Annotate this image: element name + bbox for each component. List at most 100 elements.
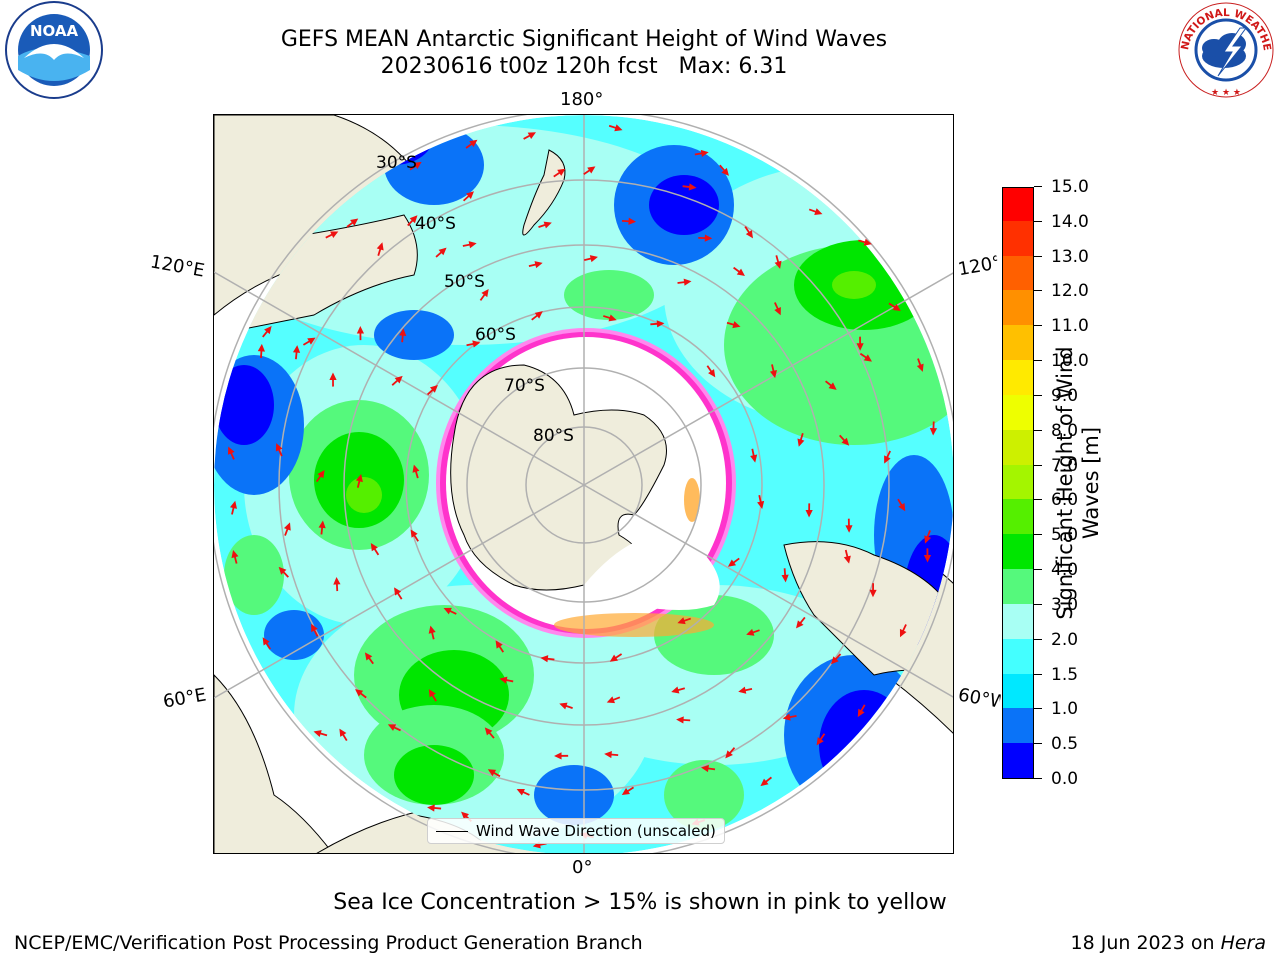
wave-direction-arrowhead [318,520,326,529]
colorbar-tick-label: 1.0 [1051,699,1079,720]
wave-direction-arrowhead [828,382,837,390]
colorbar-tick-label: 9.0 [1051,385,1079,406]
colorbar-tick [1034,360,1042,362]
wave-direction-arrowhead [677,617,686,625]
wave-direction-arrowhead [671,686,680,694]
wave-direction-arrowhead [774,306,781,316]
wave-direction-arrowhead [845,525,853,533]
wave-direction-arrowhead [487,769,497,777]
wave-direction-arrowhead [461,811,469,820]
wave-direction-arrowhead [614,124,623,132]
colorbar-segment [1003,220,1033,256]
footer-date: 18 Jun 2023 on Hera [1071,932,1267,954]
wave-direction-arrowhead [540,655,549,663]
lat-label-70s: 70°S [504,376,545,396]
colorbar-tick-label: 0.0 [1051,769,1079,789]
colorbar-segment [1003,673,1033,709]
lon-label-60w: 60°W [956,684,1002,713]
wave-direction-arrowhead [857,708,865,718]
wave-direction-arrowhead [656,320,665,328]
wave-direction-arrowhead [796,620,804,629]
wave-direction-arrowhead [869,589,877,598]
lat-label-50s: 50°S [444,272,485,292]
colorbar-segment [1003,359,1033,395]
lat-label-80s: 80°S [533,426,574,446]
wave-direction-arrowhead [399,328,407,336]
footer-host: Hera [1220,932,1266,954]
colorbar-tick-label: 13.0 [1051,246,1089,267]
wave-direction-arrowhead [364,652,373,661]
wave-direction-arrowhead [413,161,422,169]
wave-direction-arrowhead [816,737,824,746]
wave-direction-arrowhead [732,321,741,329]
colorbar-segment [1003,289,1033,326]
legend-label: Wind Wave Direction (unscaled) [476,822,716,840]
wave-direction-arrowhead [608,314,617,322]
wave-direction-arrowhead [394,375,403,384]
wave-direction-arrowhead [725,750,733,759]
wave-direction-arrowhead [745,230,753,239]
wave-direction-arrowhead [387,724,397,731]
wave-direction-arrowhead [688,183,697,191]
colorbar [1002,187,1034,779]
wave-direction-arrowhead [543,221,552,229]
wave-direction-arrowhead [781,574,789,583]
wave-direction-arrowhead [704,234,713,242]
wave-direction-arrowhead [924,535,932,544]
wave-direction-arrowhead [805,509,813,518]
colorbar-segment [1003,742,1033,778]
wave-direction-arrowhead [355,473,363,483]
colorbar-tick [1034,778,1042,779]
wave-direction-arrowhead [370,543,378,552]
colorbar-segment [1003,638,1033,674]
wave-direction-arrowhead [427,804,435,812]
wave-direction-arrowhead [589,255,598,263]
map-legend: Wind Wave Direction (unscaled) [427,818,725,844]
wave-direction-arrowhead [683,278,692,286]
wave-direction-arrowhead [283,522,291,531]
colorbar-segment [1003,394,1033,430]
wave-direction-arrowhead [495,640,503,649]
chart-subtitle: 20230616 t00z 120h fcst Max: 6.31 [380,54,788,79]
wave-direction-arrowhead [516,788,525,796]
wave-direction-arrowhead [769,370,777,379]
wave-direction-arrowhead [499,676,508,684]
colorbar-tick-label: 7.0 [1051,455,1079,476]
wave-direction-arrowhead [410,529,418,538]
svg-text:★ ★ ★: ★ ★ ★ [1211,88,1241,98]
colorbar-tick [1034,255,1042,257]
wave-direction-arrowhead [339,728,347,737]
noaa-logo-text: NOAA [30,22,79,40]
wave-direction-arrowhead [428,689,436,698]
colorbar-tick-label: 2.0 [1051,629,1079,650]
wave-direction-arrowhead [863,354,872,362]
colorbar-tick-label: 4.0 [1051,560,1079,581]
wave-direction-arrowhead [412,464,420,473]
colorbar-tick [1034,499,1042,501]
lon-label-60e: 60°E [161,684,208,713]
colorbar-tick-label: 10.0 [1051,351,1089,372]
wave-direction-arrowhead [227,446,235,455]
wave-direction-arrowhead [355,689,364,697]
wave-direction-arrowhead [534,261,543,269]
wave-direction-arrowhead [472,340,481,348]
wave-direction-arrowhead [628,217,637,225]
colorbar-tick [1034,325,1042,327]
wave-direction-arrowhead [231,549,239,559]
colorbar-segment [1003,603,1033,639]
noaa-logo: NOAA [4,0,104,100]
wave-direction-arrowhead [330,231,339,238]
wave-direction-arrowhead [898,503,906,512]
wave-direction-arrowhead [466,191,474,199]
colorbar-segment [1003,533,1033,570]
nws-logo: NATIONAL WEATHER SERVICE ★ ★ ★ [1172,0,1276,100]
wave-direction-arrowhead [409,215,418,224]
wave-direction-arrowhead [863,238,872,246]
wave-direction-arrowhead [774,260,782,269]
colorbar-segment [1003,188,1033,221]
lat-label-40s: 40°S [415,214,456,234]
wave-direction-arrowhead [746,628,755,636]
wave-direction-arrowhead [333,576,341,585]
colorbar-tick [1034,638,1042,640]
wave-direction-arrowhead [443,607,452,615]
